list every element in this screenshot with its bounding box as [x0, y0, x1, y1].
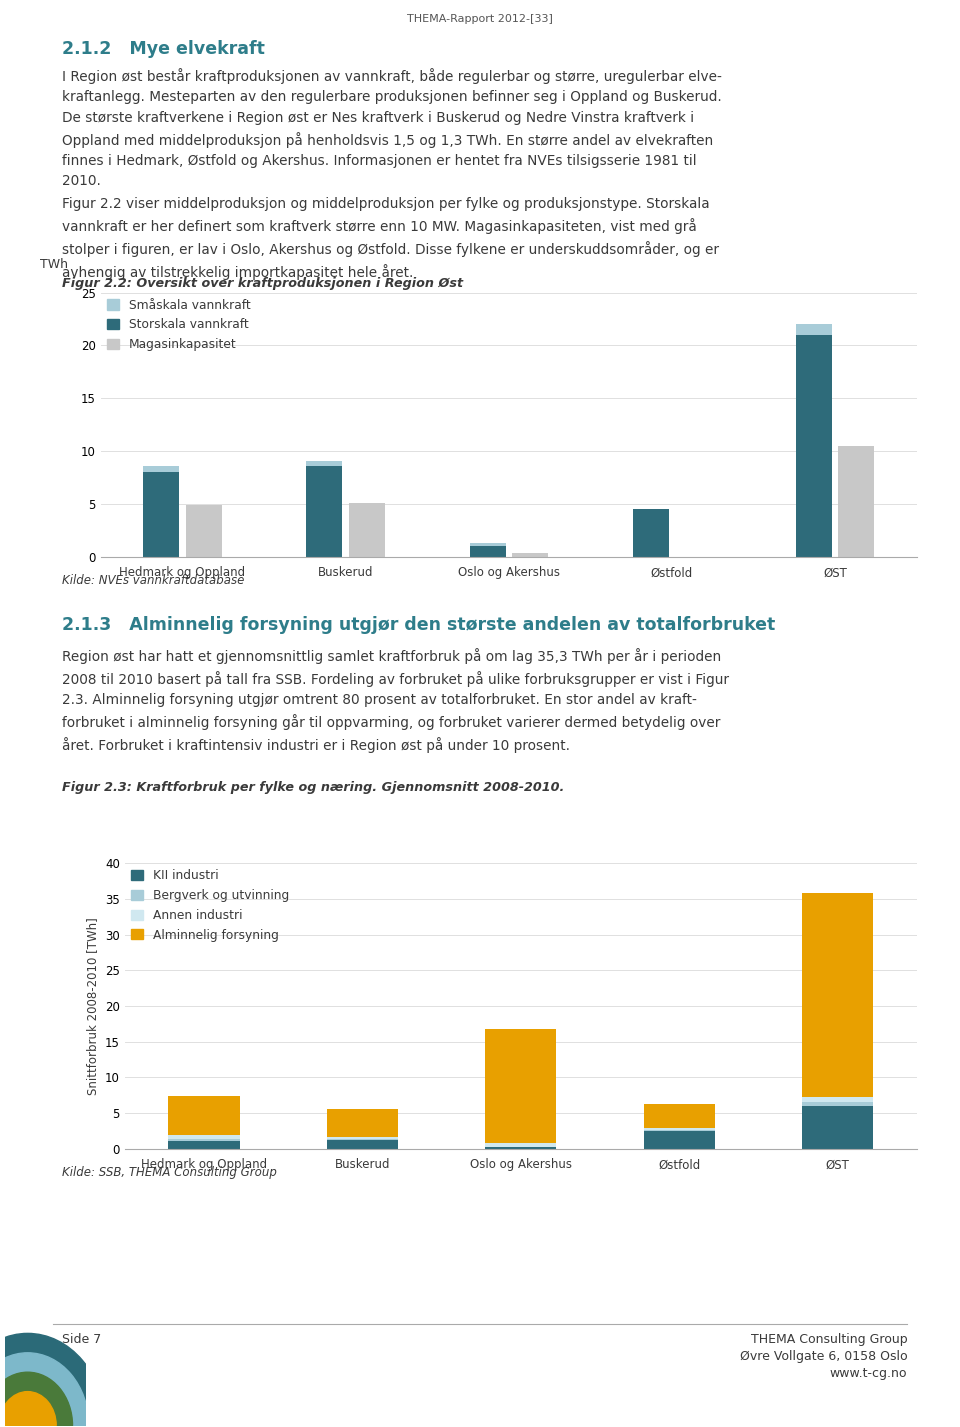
- Text: THEMA-Rapport 2012-[33]: THEMA-Rapport 2012-[33]: [407, 14, 553, 24]
- Bar: [168, 1139, 240, 1142]
- Bar: [512, 554, 548, 557]
- Bar: [143, 467, 180, 472]
- Bar: [802, 1106, 874, 1149]
- Wedge shape: [0, 1333, 106, 1426]
- Bar: [796, 324, 832, 335]
- Legend: Småskala vannkraft, Storskala vannkraft, Magasinkapasitet: Småskala vannkraft, Storskala vannkraft,…: [107, 298, 251, 351]
- Text: Figur 2.2: Oversikt over kraftproduksjonen i Region Øst: Figur 2.2: Oversikt over kraftproduksjon…: [62, 277, 464, 290]
- Bar: [168, 1136, 240, 1139]
- Bar: [802, 1096, 874, 1102]
- Bar: [326, 1140, 398, 1149]
- Bar: [326, 1109, 398, 1136]
- Y-axis label: Snittforbruk 2008-2010 [TWh]: Snittforbruk 2008-2010 [TWh]: [86, 918, 100, 1095]
- Text: Side 7: Side 7: [62, 1333, 102, 1346]
- Bar: [633, 509, 669, 557]
- Bar: [168, 1142, 240, 1149]
- Bar: [796, 335, 832, 557]
- Text: Region øst har hatt et gjennomsnittlig samlet kraftforbruk på om lag 35,3 TWh pe: Region øst har hatt et gjennomsnittlig s…: [62, 648, 730, 753]
- Bar: [326, 1136, 398, 1139]
- Bar: [469, 547, 506, 557]
- Bar: [348, 504, 385, 557]
- Text: Øvre Vollgate 6, 0158 Oslo: Øvre Vollgate 6, 0158 Oslo: [739, 1350, 907, 1363]
- Wedge shape: [0, 1373, 73, 1426]
- Bar: [802, 893, 874, 1096]
- Bar: [485, 1143, 557, 1147]
- Bar: [643, 1104, 715, 1127]
- Bar: [485, 1029, 557, 1143]
- Text: 2.1.3   Alminnelig forsyning utgjør den største andelen av totalforbruket: 2.1.3 Alminnelig forsyning utgjør den st…: [62, 616, 776, 635]
- Bar: [306, 461, 343, 467]
- Text: TWh: TWh: [39, 258, 67, 271]
- Text: Figur 2.3: Kraftforbruk per fylke og næring. Gjennomsnitt 2008-2010.: Figur 2.3: Kraftforbruk per fylke og nær…: [62, 781, 564, 793]
- Text: www.t-cg.no: www.t-cg.no: [829, 1367, 907, 1380]
- Bar: [185, 505, 222, 557]
- Bar: [168, 1096, 240, 1136]
- Bar: [643, 1127, 715, 1130]
- Bar: [643, 1130, 715, 1149]
- Bar: [802, 1102, 874, 1106]
- Text: Kilde: NVEs vannkraftdatabase: Kilde: NVEs vannkraftdatabase: [62, 574, 245, 586]
- Bar: [306, 467, 343, 557]
- Wedge shape: [0, 1391, 57, 1426]
- Text: Figur 2.2 viser middelproduksjon og middelproduksjon per fylke og produksjonstyp: Figur 2.2 viser middelproduksjon og midd…: [62, 197, 719, 280]
- Bar: [838, 445, 875, 557]
- Wedge shape: [0, 1353, 89, 1426]
- Bar: [469, 544, 506, 547]
- Bar: [143, 472, 180, 557]
- Text: THEMA Consulting Group: THEMA Consulting Group: [751, 1333, 907, 1346]
- Text: 2.1.2   Mye elvekraft: 2.1.2 Mye elvekraft: [62, 40, 265, 59]
- Text: I Region øst består kraftproduksjonen av vannkraft, både regulerbar og større, u: I Region øst består kraftproduksjonen av…: [62, 68, 722, 188]
- Bar: [485, 1147, 557, 1149]
- Text: Kilde: SSB, THEMA Consulting Group: Kilde: SSB, THEMA Consulting Group: [62, 1166, 277, 1179]
- Legend: KII industri, Bergverk og utvinning, Annen industri, Alminnelig forsyning: KII industri, Bergverk og utvinning, Ann…: [131, 869, 289, 942]
